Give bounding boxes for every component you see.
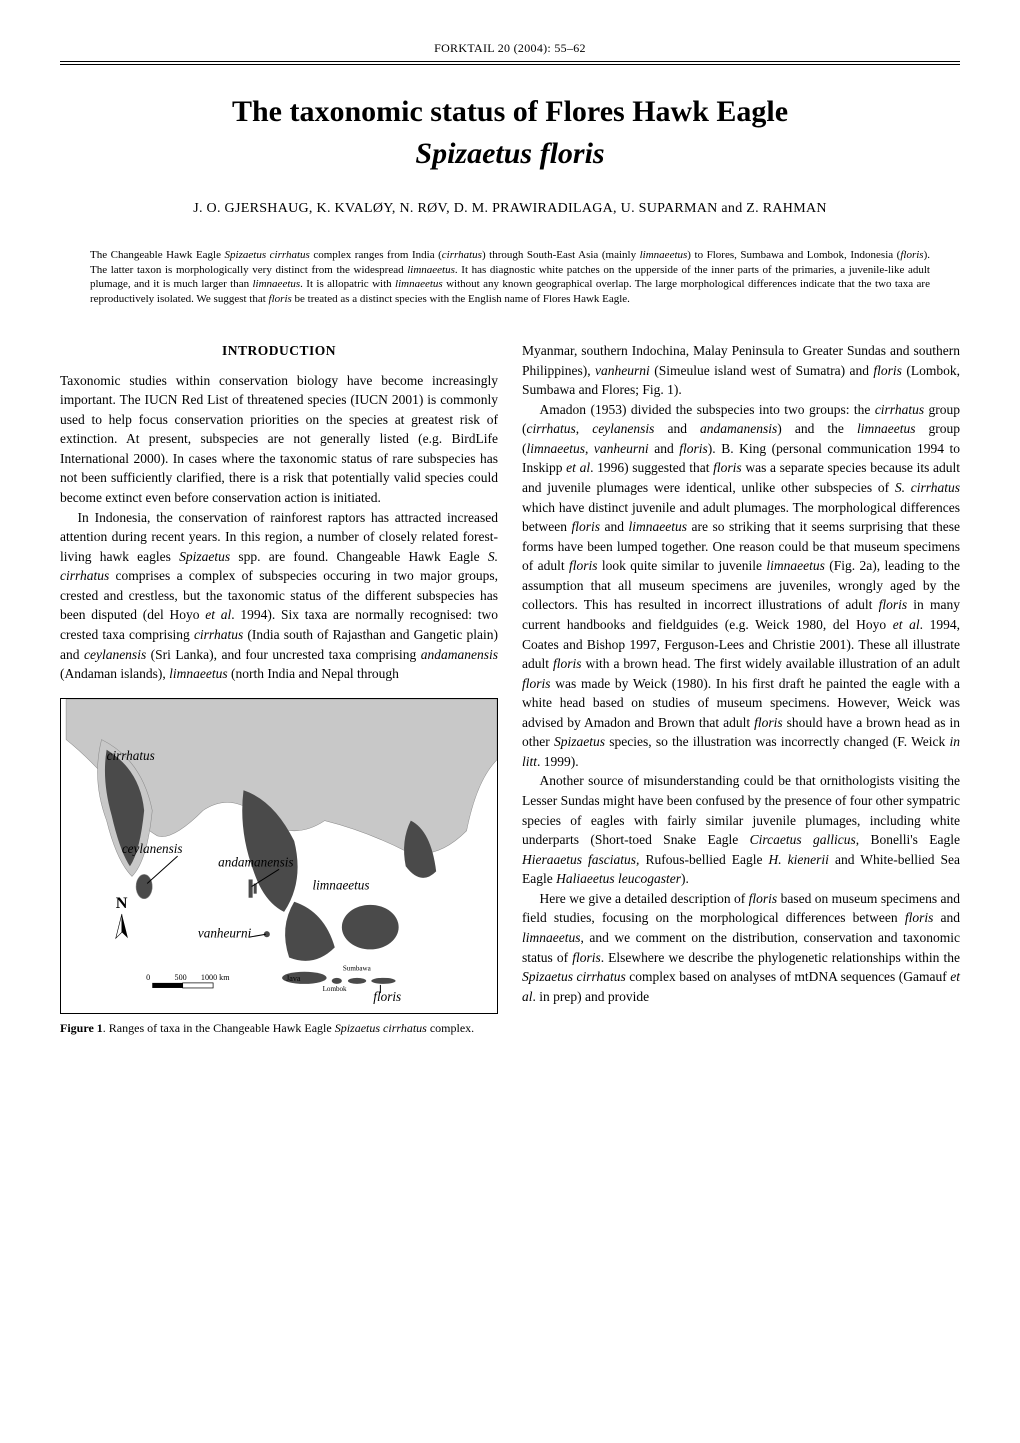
article-title-italic: Spizaetus floris [60, 132, 960, 176]
figure-1-block: cirrhatus ceylanensis andamanensis limna… [60, 698, 498, 1038]
svg-text:limnaeetus: limnaeetus [312, 877, 369, 892]
intro-para-2: In Indonesia, the conservation of rainfo… [60, 508, 498, 684]
svg-text:Sumbawa: Sumbawa [343, 964, 372, 972]
svg-text:floris: floris [373, 989, 401, 1004]
svg-text:500: 500 [175, 972, 187, 981]
svg-text:Lombok: Lombok [323, 985, 347, 993]
figure-1-caption: Figure 1. Ranges of taxa in the Changeab… [60, 1020, 498, 1037]
abstract: The Changeable Hawk Eagle Spizaetus cirr… [90, 248, 930, 307]
figure-1-label: Figure 1 [60, 1021, 103, 1035]
section-heading-introduction: INTRODUCTION [60, 341, 498, 361]
svg-text:vanheurni: vanheurni [198, 925, 252, 940]
svg-text:cirrhatus: cirrhatus [107, 747, 155, 762]
two-column-body: INTRODUCTION Taxonomic studies within co… [60, 341, 960, 1037]
figure-1-caption-text: . Ranges of taxa in the Changeable Hawk … [103, 1021, 474, 1035]
col2-continuation: Myanmar, southern Indochina, Malay Penin… [522, 341, 960, 400]
svg-text:N: N [116, 893, 128, 911]
svg-text:ceylanensis: ceylanensis [122, 841, 183, 856]
article-title: The taxonomic status of Flores Hawk Eagl… [60, 95, 960, 130]
col2-para-1: Amadon (1953) divided the subspecies int… [522, 400, 960, 772]
col2-para-3: Here we give a detailed description of f… [522, 889, 960, 1006]
figure-1-map: cirrhatus ceylanensis andamanensis limna… [60, 698, 498, 1014]
top-rule-1 [60, 61, 960, 62]
intro-para-1: Taxonomic studies within conservation bi… [60, 371, 498, 508]
svg-text:andamanensis: andamanensis [218, 854, 293, 869]
top-rule-2 [60, 64, 960, 65]
svg-text:0: 0 [146, 972, 150, 981]
col2-para-2: Another source of misunderstanding could… [522, 771, 960, 888]
running-head: FORKTAIL 20 (2004): 55–62 [60, 40, 960, 57]
authors-line: J. O. GJERSHAUG, K. KVALØY, N. RØV, D. M… [60, 199, 960, 219]
svg-text:1000 km: 1000 km [201, 972, 230, 981]
svg-text:Java: Java [286, 973, 301, 982]
